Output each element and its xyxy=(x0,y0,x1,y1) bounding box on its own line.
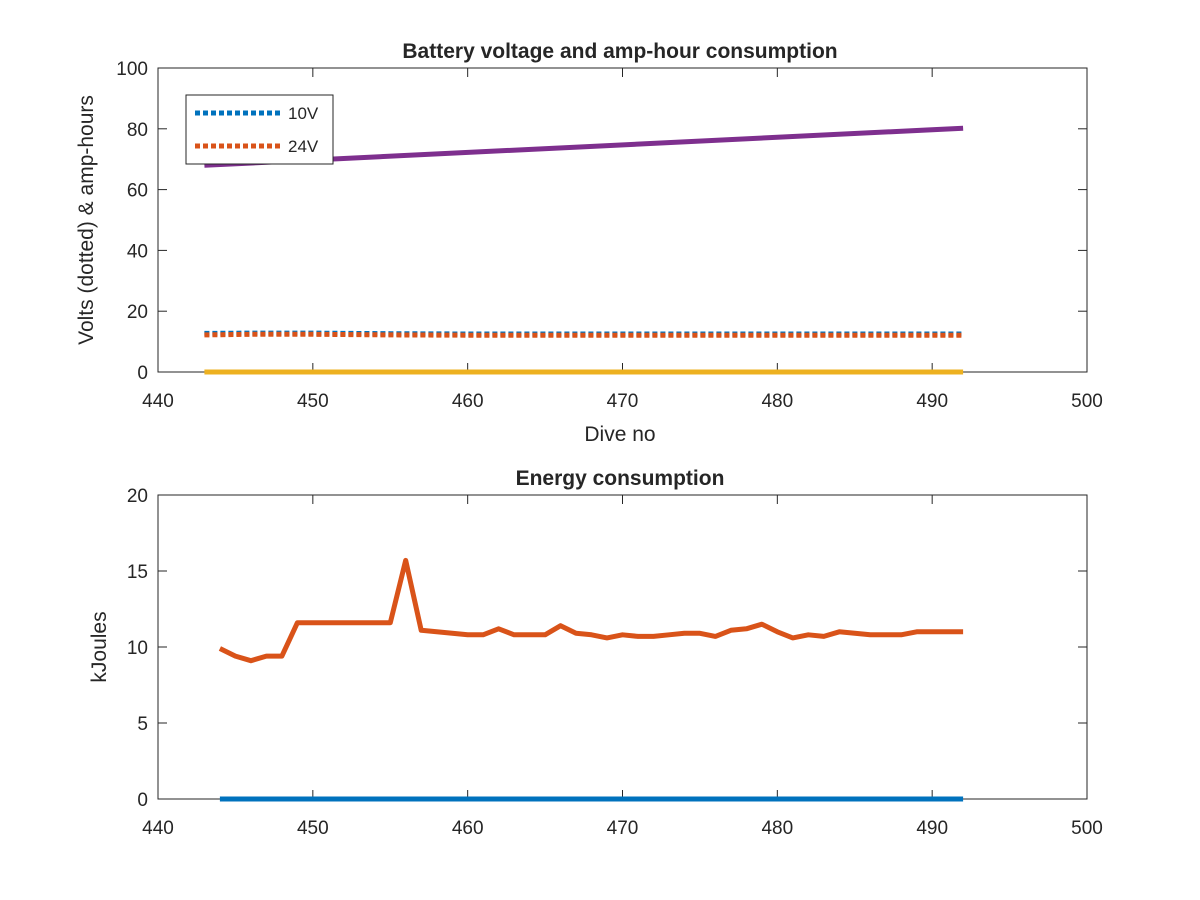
legend-label-10v: 10V xyxy=(288,104,319,123)
voltage-y-tick-label: 0 xyxy=(137,363,148,384)
energy-series-line-1 xyxy=(218,557,964,664)
voltage-series-line-2 xyxy=(204,331,964,338)
energy-x-tick-label: 470 xyxy=(607,818,639,839)
voltage-x-tick-label: 450 xyxy=(297,391,329,412)
voltage-y-tick-label: 20 xyxy=(127,302,148,323)
energy-x-tick-label: 500 xyxy=(1071,818,1103,839)
energy-series xyxy=(218,557,964,802)
energy-y-tick-label: 10 xyxy=(127,638,148,659)
energy-chart-title: Energy consumption xyxy=(516,467,725,490)
voltage-y-tick-label: 80 xyxy=(127,120,148,141)
energy-y-tick-label: 20 xyxy=(127,486,148,507)
energy-x-tick-label: 450 xyxy=(297,818,329,839)
legend-box xyxy=(185,94,334,165)
voltage-chart-title: Battery voltage and amp-hour consumption xyxy=(402,40,837,63)
voltage-y-tick-label: 40 xyxy=(127,241,148,262)
energy-x-tick-label: 460 xyxy=(452,818,484,839)
voltage-y-tick-label: 100 xyxy=(116,59,148,80)
voltage-ticks: 440 450 460 470 480 490 500 0 20 40 60 80 100 xyxy=(116,59,1103,412)
voltage-x-tick-label: 440 xyxy=(142,391,174,412)
energy-chart: Energy consumption 440 450 460 470 480 490 500… xyxy=(88,467,1103,839)
energy-y-axis-label: kJoules xyxy=(88,611,111,682)
energy-plot-area xyxy=(157,494,1088,800)
energy-x-tick-label: 480 xyxy=(761,818,793,839)
voltage-x-tick-label: 480 xyxy=(761,391,793,412)
energy-y-tick-label: 5 xyxy=(137,714,148,735)
voltage-x-tick-label: 470 xyxy=(607,391,639,412)
voltage-x-tick-label: 490 xyxy=(916,391,948,412)
voltage-y-tick-label: 60 xyxy=(127,181,148,202)
voltage-chart: Battery voltage and amp-hour consumption… xyxy=(75,40,1103,446)
voltage-x-tick-label: 500 xyxy=(1071,391,1103,412)
voltage-y-axis-label: Volts (dotted) & amp-hours xyxy=(75,95,98,345)
energy-y-tick-label: 15 xyxy=(127,562,148,583)
energy-x-tick-label: 440 xyxy=(142,818,174,839)
voltage-x-tick-label: 460 xyxy=(452,391,484,412)
voltage-x-axis-label: Dive no xyxy=(584,423,655,446)
energy-ticks: 440 450 460 470 480 490 500 0 5 10 15 20 xyxy=(127,486,1103,839)
legend-label-24v: 24V xyxy=(288,137,319,156)
energy-y-tick-label: 0 xyxy=(137,790,148,811)
energy-x-tick-label: 490 xyxy=(916,818,948,839)
legend: 10V 24V xyxy=(185,94,334,165)
